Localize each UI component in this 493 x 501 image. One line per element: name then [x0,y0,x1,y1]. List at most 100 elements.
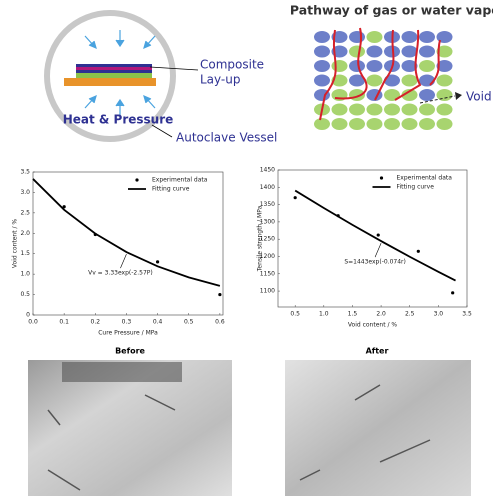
y-axis-label: Tensile strength / MPa [257,205,264,272]
gas-path [319,29,337,121]
gas-path [394,29,422,101]
layup-layer [76,67,152,70]
pore [349,103,365,116]
pore [419,74,435,87]
photo-title: Before [115,347,145,356]
pore [384,45,400,58]
y-tick-label: 0 [26,312,30,319]
pore [419,118,435,130]
autoclave-diagram: Composite Lay-up Heat & Pressure Autocla… [44,10,277,145]
pressure-arrows [84,30,156,116]
pore [384,103,400,116]
x-axis-label: Void content / % [348,322,398,329]
legend-label: Fitting curve [152,186,190,193]
pore [314,45,330,58]
pore [401,45,418,58]
void-arrowhead [455,92,462,100]
pathway-diagram: Pathway of gas or water vapor Void [290,3,493,130]
pore [436,74,453,87]
pore [366,60,383,72]
x-tick-label: 3.5 [462,311,472,318]
legend-marker [135,178,139,182]
pore [384,74,400,87]
x-tick-label: 1.5 [348,311,358,318]
gas-path [374,29,395,101]
x-axis-label: Cure Pressure / MPa [98,330,158,337]
layup-layer [76,64,152,67]
x-tick-label: 2.0 [376,311,386,318]
void-label: Void [466,90,492,104]
y-tick-label: 1.0 [20,271,30,278]
pore [401,118,418,130]
pore [349,74,365,87]
pore [419,60,435,72]
y-tick-label: 1250 [260,236,275,243]
pore [349,60,365,72]
pore [331,60,348,72]
photos: Before After [28,347,471,496]
fit-line [294,189,456,282]
pore [349,45,365,58]
gas-path [429,39,441,86]
pore [419,31,435,43]
diagram-title: Pathway of gas or water vapor [290,3,493,18]
data-point [218,292,222,297]
pore [436,45,453,58]
x-tick-label: 0.3 [122,319,132,326]
legend-label: Experimental data [152,177,208,184]
y-tick-label: 1350 [260,201,275,208]
y-tick-label: 3.0 [20,189,30,196]
x-tick-label: 2.5 [405,311,415,318]
label: Composite [200,58,264,72]
pore [366,31,383,43]
y-tick-label: 2.0 [20,230,30,237]
data-point [293,196,297,200]
y-tick-label: 1100 [260,288,275,295]
label: Autoclave Vessel [176,131,277,145]
pore [401,103,418,116]
annotation-arrow [120,253,127,269]
pore [436,60,453,72]
micrograph [285,360,471,496]
voids [47,384,431,491]
pore [366,118,383,130]
fit-line [32,178,221,287]
annotation-arrow [374,242,382,258]
pore [384,89,400,101]
plot-frame [32,171,224,316]
pore [314,74,330,87]
texture [62,362,182,382]
layup-layer [76,73,152,78]
y-tick-label: 2.5 [20,209,30,216]
y-tick-label: 1450 [260,167,275,174]
annotation: Vv = 3.33exp(-2.57P) [88,270,153,277]
data-point [155,260,160,264]
x-tick-label: 0.5 [184,319,194,326]
pore [366,103,383,116]
pore [331,118,348,130]
y-tick-label: 1200 [260,253,275,260]
pore [401,60,418,72]
tool-plate [64,78,156,86]
photo-title: After [366,347,389,356]
pore [366,74,383,87]
pore [419,103,435,116]
pore [366,45,383,58]
pore [314,89,330,101]
pore [401,74,418,87]
x-tick-label: 0.4 [153,319,163,326]
pore [419,89,435,101]
pore [331,31,348,43]
pore [349,31,365,43]
x-tick-label: 3.0 [434,311,444,318]
void-arrow [419,95,456,104]
pore [331,103,348,116]
pore [436,89,453,101]
label: Lay-up [200,73,240,87]
data-point [62,205,66,209]
leader [151,124,173,138]
data-point [376,233,380,237]
layup-layer [76,70,152,73]
pore [419,45,435,58]
